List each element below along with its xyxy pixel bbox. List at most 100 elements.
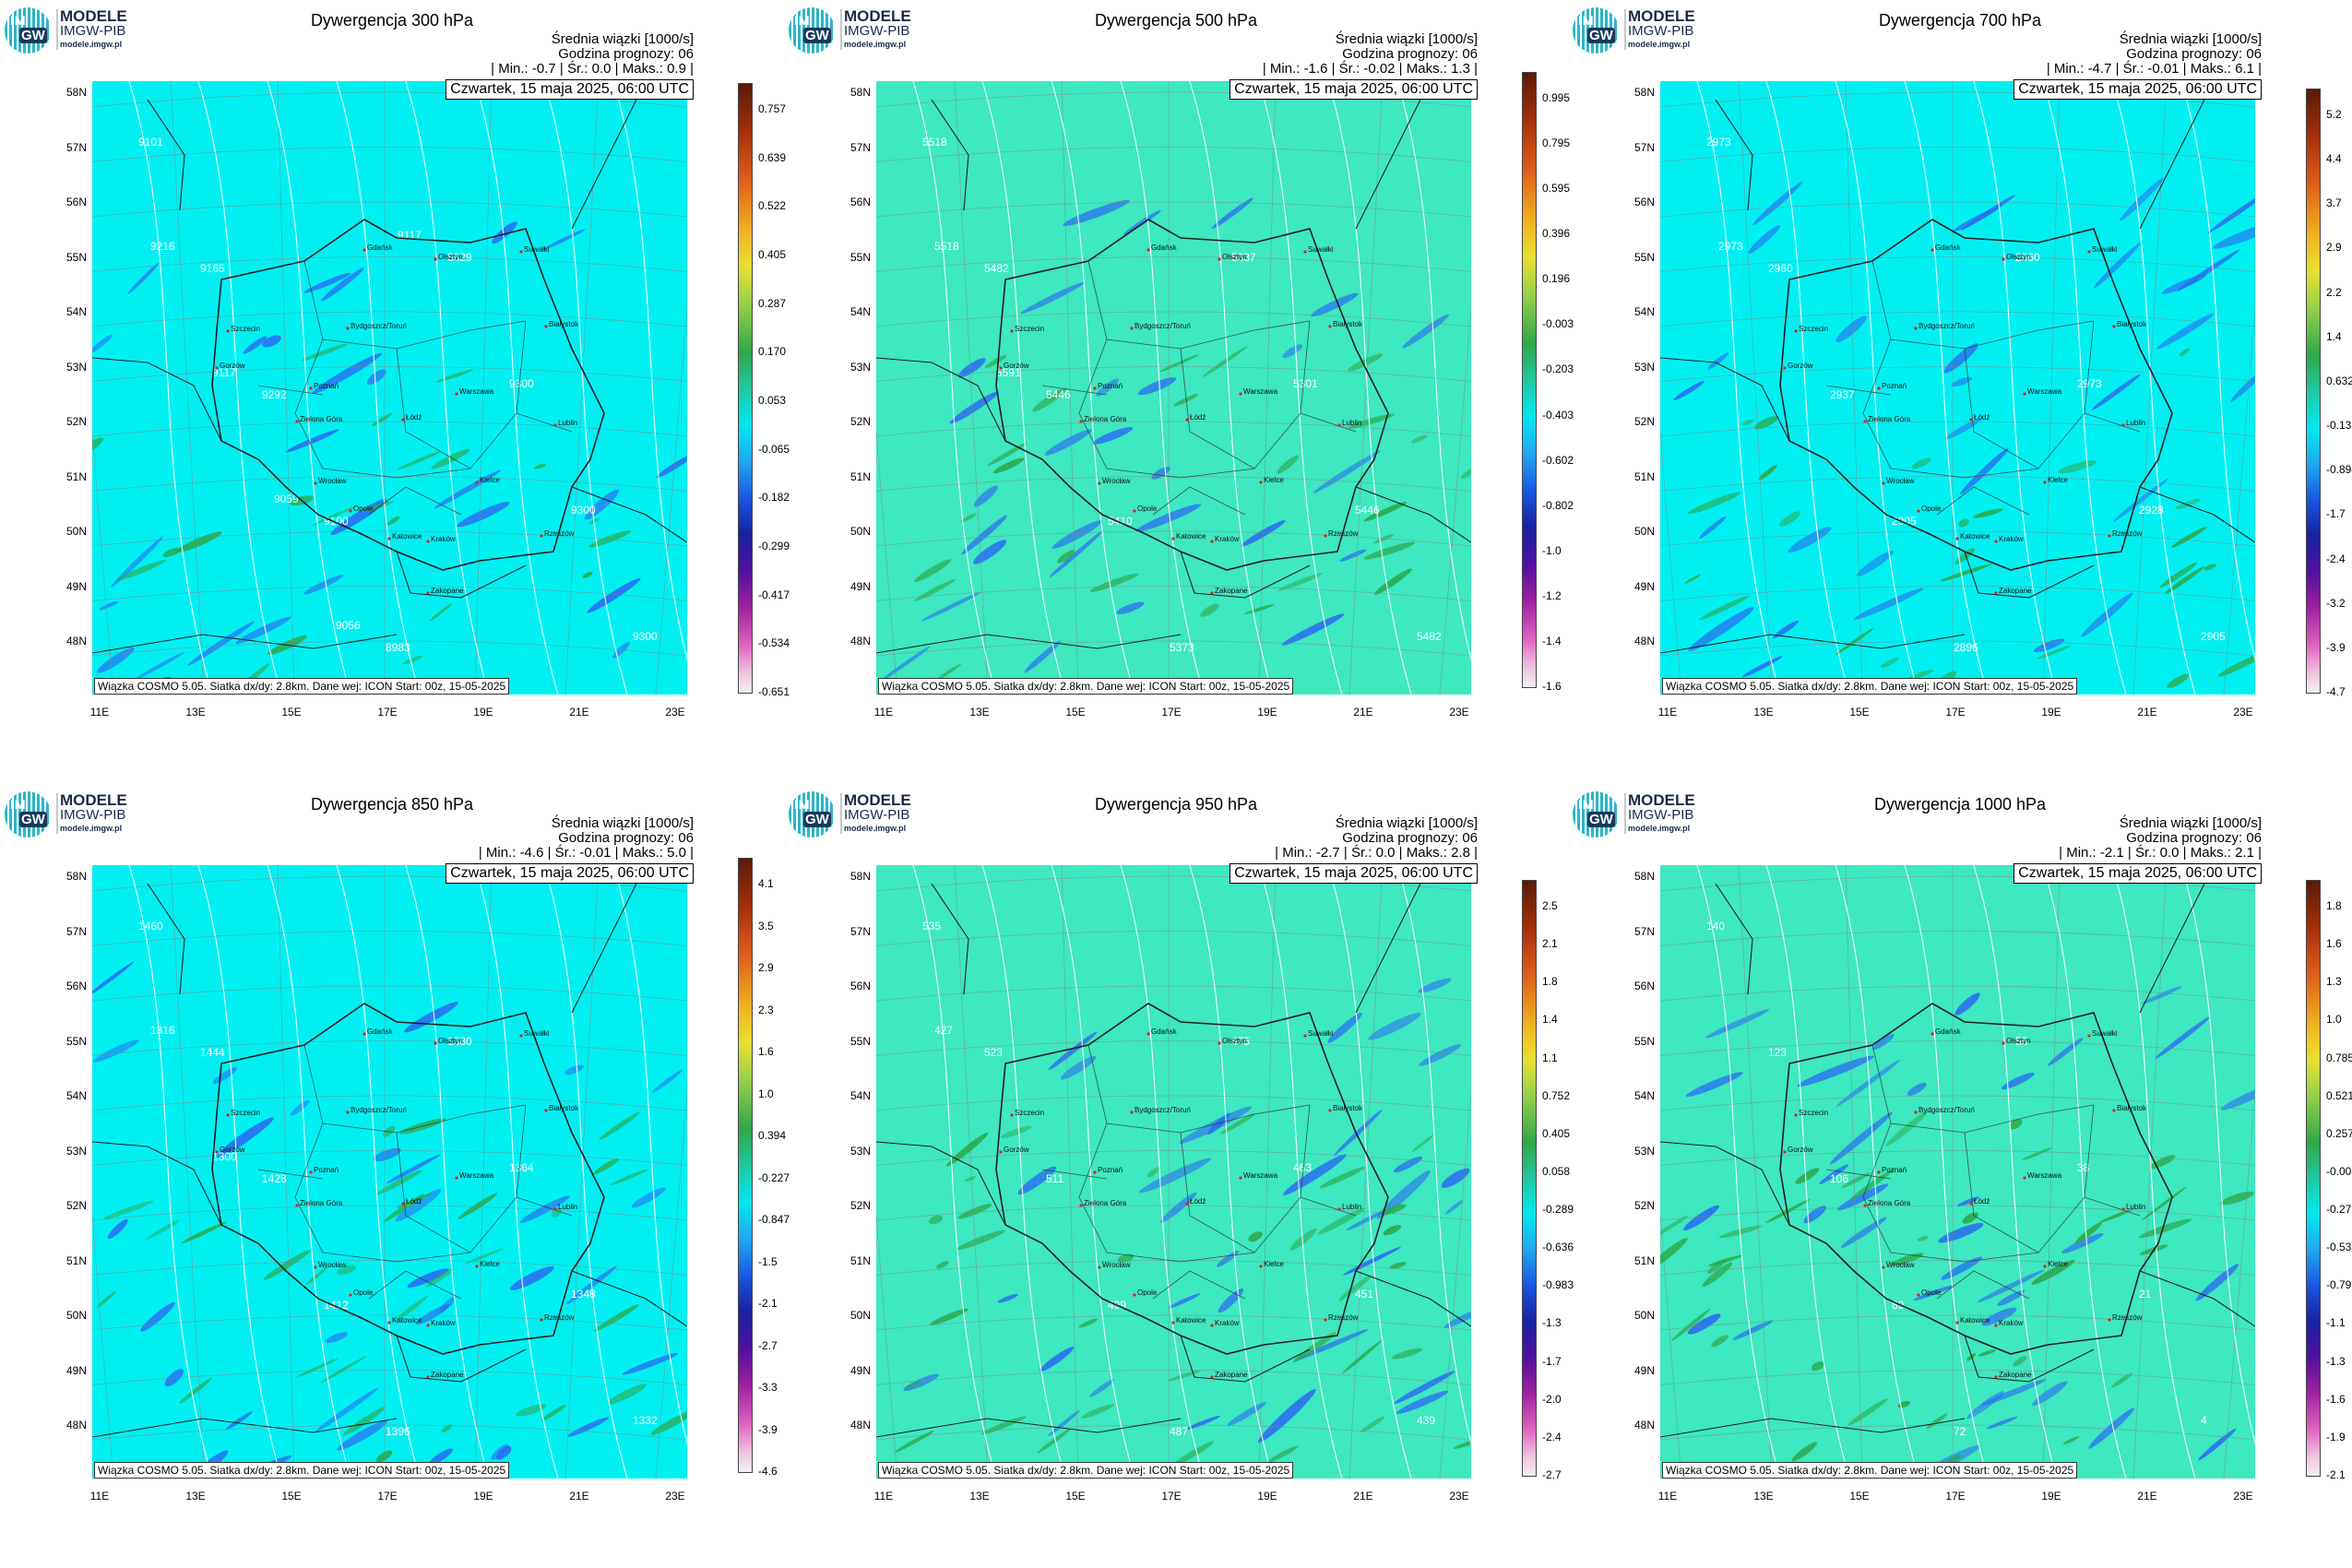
city-marker bbox=[1917, 1293, 1920, 1297]
latitude-label: 48N bbox=[65, 635, 87, 647]
latitude-gridline bbox=[92, 201, 687, 218]
city-label: Opole bbox=[1921, 1289, 1942, 1297]
divergence-anomaly-negative bbox=[2141, 986, 2182, 1004]
model-footer: Wiązka COSMO 5.05. Siatka dx/dy: 2.8km. … bbox=[94, 1462, 510, 1479]
map-panel: IM GW MODELE IMGW-PIB modele.imgw.pl Dywergen… bbox=[0, 784, 790, 1568]
city-label: Lublin bbox=[558, 419, 578, 427]
city-marker bbox=[544, 1109, 548, 1112]
map-svg: 1460 1444 1428 1412 1396 1380 1364 1348 1332 1316… bbox=[92, 865, 687, 1479]
longitude-label: 19E bbox=[2041, 706, 2061, 719]
city-marker bbox=[1185, 418, 1189, 422]
longitude-label: 23E bbox=[1449, 706, 1469, 719]
logo-im-text: IM bbox=[794, 797, 811, 812]
divergence-anomaly-negative bbox=[1418, 978, 1452, 993]
contour-label: 2928 bbox=[2139, 504, 2164, 517]
colorbar bbox=[1522, 880, 1537, 1477]
latitude-gridline bbox=[1660, 311, 2255, 327]
latitude-gridline bbox=[876, 1150, 1471, 1166]
longitude-label: 11E bbox=[89, 1490, 110, 1503]
divergence-anomaly-negative bbox=[315, 1387, 378, 1433]
colorbar-tick-label: 0.287 bbox=[758, 296, 787, 310]
city-label: Poznań bbox=[1098, 382, 1123, 390]
divergence-anomaly-positive bbox=[1849, 1169, 1895, 1201]
city-label: Opole bbox=[353, 1289, 374, 1297]
divergence-anomaly-positive bbox=[296, 1358, 339, 1378]
city-marker bbox=[215, 366, 219, 370]
contour-label: 9300 bbox=[633, 630, 658, 643]
longitude-gridline bbox=[92, 428, 114, 695]
logo-gw-text: GW bbox=[19, 812, 47, 827]
city-label: Kielce bbox=[480, 1260, 500, 1268]
divergence-anomaly-positive bbox=[1057, 550, 1075, 564]
contour-label: 535 bbox=[922, 920, 941, 932]
panel-title: Dywergencja 700 hPa bbox=[1878, 11, 2042, 30]
divergence-anomaly-negative bbox=[656, 454, 687, 479]
longitude-label: 23E bbox=[2233, 706, 2253, 719]
latitude-label: 52N bbox=[65, 415, 87, 428]
colorbar-tick-label: -2.7 bbox=[1542, 1468, 1562, 1481]
latitude-gridline bbox=[876, 256, 1471, 272]
logo-line3: modele.imgw.pl bbox=[1628, 40, 1691, 49]
city-marker bbox=[1303, 1034, 1307, 1038]
voivodeship-borders bbox=[257, 260, 573, 516]
city-marker bbox=[553, 1207, 557, 1211]
colorbar-tick-label: -4.6 bbox=[758, 1465, 778, 1478]
latitude-label: 56N bbox=[849, 980, 871, 992]
city-label: Opole bbox=[353, 505, 374, 513]
latitude-label: 52N bbox=[1633, 1199, 1655, 1212]
divergence-anomaly-positive bbox=[1081, 1404, 1114, 1419]
colorbar-tick-label: -0.182 bbox=[758, 491, 790, 505]
geopotential-contour bbox=[1051, 81, 1135, 695]
longitude-gridline bbox=[1348, 865, 1384, 1479]
city-label: Łódź bbox=[406, 413, 422, 422]
panel-title: Dywergencja 950 hPa bbox=[1094, 795, 1258, 814]
logo-line2: IMGW-PIB bbox=[1628, 23, 1694, 39]
geopotential-contour bbox=[474, 865, 559, 1479]
divergence-anomaly-negative bbox=[1160, 1192, 1197, 1223]
longitude-gridline bbox=[474, 81, 493, 695]
voivodeship-borders bbox=[1041, 260, 1357, 516]
latitude-label: 53N bbox=[1633, 360, 1655, 374]
latitude-gridline bbox=[92, 311, 687, 327]
city-marker bbox=[349, 509, 352, 513]
city-label: Zielona Góra bbox=[1868, 415, 1911, 423]
divergence-anomaly-negative bbox=[457, 502, 510, 528]
city-label: Gdańsk bbox=[1935, 1028, 1961, 1036]
longitude-label: 17E bbox=[1945, 1490, 1966, 1503]
latitude-gridline bbox=[1660, 421, 2255, 437]
divergence-anomaly-positive bbox=[1765, 1199, 1811, 1224]
contour-label: 8983 bbox=[386, 641, 410, 654]
city-label: Łódź bbox=[406, 1197, 422, 1206]
contour-label: 427 bbox=[934, 1024, 953, 1037]
longitude-gridline bbox=[92, 1212, 114, 1479]
imgw-logo: IM GW MODELE IMGW-PIB modele.imgw.pl bbox=[1573, 7, 1720, 53]
geopotential-contour bbox=[612, 81, 687, 662]
geopotential-contour bbox=[1466, 81, 1471, 101]
city-label: Wrocław bbox=[1886, 477, 1915, 485]
longitude-label: 15E bbox=[281, 706, 302, 719]
forecast-hour: Godzina prognozy: 06 bbox=[558, 830, 694, 846]
city-marker bbox=[2002, 257, 2005, 261]
longitude-gridline bbox=[2223, 303, 2255, 695]
divergence-anomaly-negative bbox=[321, 267, 364, 302]
date-label: Czwartek, 15 maja 2025, 06:00 UTC bbox=[2013, 79, 2262, 100]
imgw-logo: IM GW MODELE IMGW-PIB modele.imgw.pl bbox=[789, 791, 936, 837]
city-marker bbox=[1010, 329, 1014, 333]
colorbar-tick-label: 0.995 bbox=[1542, 91, 1571, 104]
divergence-anomaly-positive bbox=[103, 1200, 154, 1220]
city-label: Białystok bbox=[2117, 1104, 2147, 1112]
latitude-gridline bbox=[92, 530, 687, 547]
divergence-anomaly-negative bbox=[2156, 313, 2215, 350]
city-marker bbox=[999, 366, 1003, 370]
logo-line1: MODELE bbox=[60, 791, 127, 809]
divergence-anomaly-positive bbox=[2031, 1259, 2075, 1285]
divergence-anomaly-positive bbox=[1660, 1215, 1689, 1242]
city-label: Gorzów bbox=[220, 362, 245, 370]
colorbar-tick-label: 1.1 bbox=[1542, 1051, 1558, 1064]
divergence-anomaly-negative bbox=[1282, 1154, 1347, 1195]
contour-label: 9292 bbox=[262, 388, 287, 401]
city-label: Rzeszów bbox=[1328, 1313, 1359, 1322]
divergence-anomaly-positive bbox=[1778, 511, 1801, 527]
geopotential-contour bbox=[405, 81, 490, 695]
city-label: Zielona Góra bbox=[1084, 415, 1127, 423]
